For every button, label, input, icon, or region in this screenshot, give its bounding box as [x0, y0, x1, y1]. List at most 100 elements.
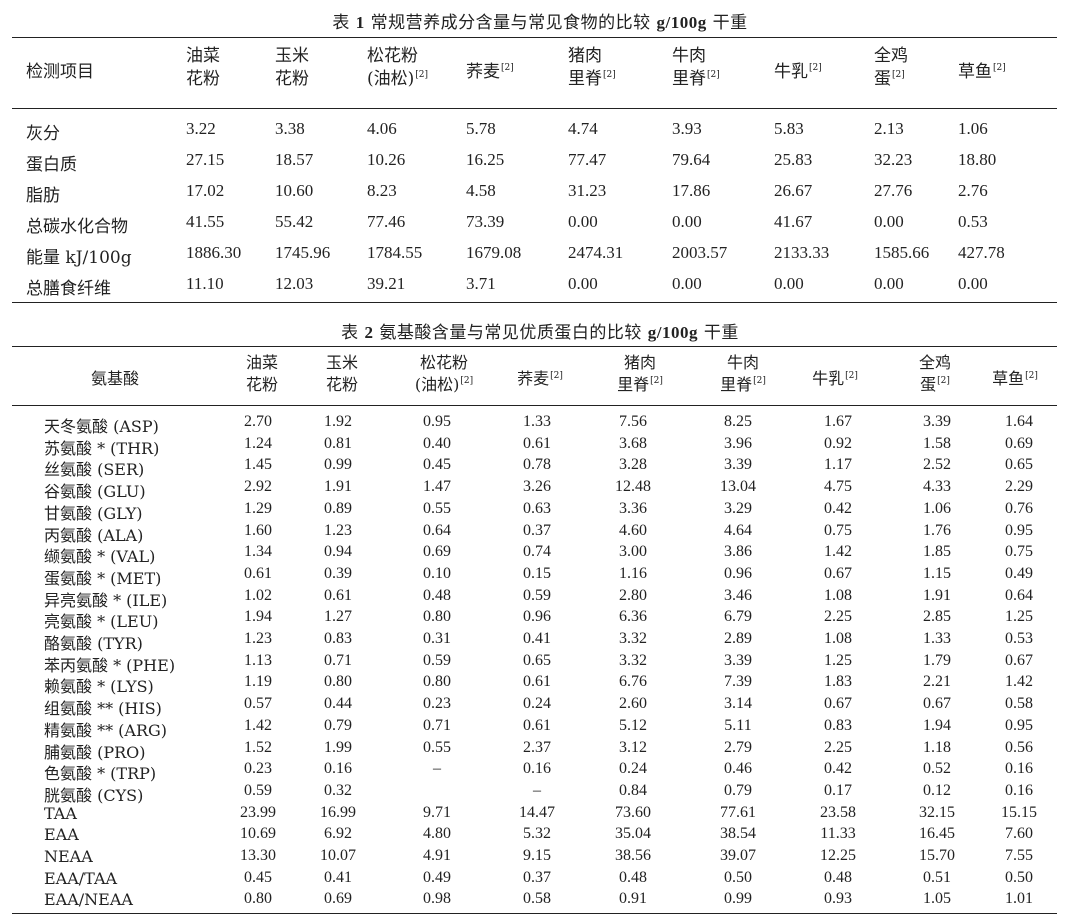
table2-cell: 3.32	[619, 630, 647, 647]
table2-header-2-line-0: 玉米	[325, 353, 358, 372]
table2-cell: 0.76	[1005, 500, 1033, 517]
table2-cell: 0.65	[523, 652, 551, 669]
table2-cell: 2.79	[724, 739, 752, 756]
table2-cell: 1.34	[244, 543, 272, 560]
table2-cell: 3.00	[619, 543, 647, 560]
table2-cell: 1.67	[824, 413, 852, 430]
table2-cell: 7.39	[724, 673, 752, 690]
table2-cell: 0.61	[523, 673, 551, 690]
table1-cell: 3.38	[275, 119, 305, 138]
table2-cell: 16.99	[320, 804, 356, 821]
table1-cell: 1886.30	[186, 243, 242, 262]
table2-cell: 0.98	[423, 890, 451, 907]
table2-cell: 6.92	[324, 825, 352, 842]
table2-cell: 4.64	[724, 522, 752, 539]
table1-header-8-reference: [2]	[892, 70, 905, 81]
table2-cell: 1.25	[1005, 608, 1033, 625]
table2-row-label: TAA	[44, 804, 77, 823]
table2-cell: 3.29	[724, 500, 752, 517]
table2-cell: 6.36	[619, 608, 647, 625]
table2-cell: 0.49	[423, 869, 451, 886]
table2-cell: 0.46	[724, 760, 752, 777]
table1-row-label: 能量 kJ/100g	[26, 248, 132, 268]
table2-cell: 0.55	[423, 500, 451, 517]
table2-cell: 0.63	[523, 500, 551, 517]
table2-cell: 23.58	[820, 804, 856, 821]
table2-cell: 3.96	[724, 435, 752, 452]
table2-cell: 1.15	[923, 565, 951, 582]
table1-cell: 4.58	[466, 181, 496, 200]
table1-cell: 73.39	[466, 212, 505, 231]
table2-cell: 3.28	[619, 456, 647, 473]
table2-header-5-reference: [2]	[650, 376, 663, 387]
table1-header-3-line-0: 松花粉	[367, 46, 418, 66]
table2-cell: 2.29	[1005, 478, 1033, 495]
table1-cell: 2003.57	[672, 243, 728, 262]
table2-cell: 1.17	[824, 456, 852, 473]
table2-row-label: EAA/NEAA	[44, 890, 133, 909]
table2-cell: 0.71	[423, 717, 451, 734]
table2-header-1: 油菜 花粉	[232, 352, 292, 395]
table2-header-5-line-1: 里脊[2]	[600, 374, 680, 396]
table2-caption: 表 2 氨基酸含量与常见优质蛋白的比较 g/100g 干重	[0, 318, 1080, 343]
table2-cell: 3.46	[724, 587, 752, 604]
table1-header-5-text: 里脊	[568, 68, 602, 89]
table1-header-5-reference: [2]	[603, 70, 616, 81]
table2-row-label: 苏氨酸 * (THR)	[44, 439, 160, 458]
table2-cell: 1.08	[824, 630, 852, 647]
table2-cell: 0.96	[724, 565, 752, 582]
table2-row-label: 赖氨酸 * (LYS)	[44, 677, 154, 696]
table2-cell: 1.83	[824, 673, 852, 690]
table2-cell: 3.68	[619, 435, 647, 452]
table1-header-3-line-1: (油松)[2]	[367, 68, 428, 91]
table2-cell: 0.59	[523, 587, 551, 604]
table2-cell: 0.91	[619, 890, 647, 907]
table1-cell: 32.23	[874, 150, 913, 169]
table1-cell: 0.00	[774, 274, 804, 293]
table2-cell: 35.04	[615, 825, 651, 842]
table2-cell: 1.85	[923, 543, 951, 560]
table2-header-7: 牛乳[2]	[800, 368, 870, 390]
table2-cell: 0.12	[923, 782, 951, 799]
table2-cell: 0.67	[824, 565, 852, 582]
table2-cell: –	[433, 760, 441, 777]
table1-cell: 17.02	[186, 181, 225, 200]
table1-cell: 0.00	[568, 274, 598, 293]
table2-cell: 0.23	[244, 760, 272, 777]
table2-cell: 1.94	[923, 717, 951, 734]
table2-cell: 0.50	[724, 869, 752, 886]
table2-cell: 10.69	[240, 825, 276, 842]
table1-header-7-line-0: 牛乳[2]	[774, 61, 822, 84]
table2-bottom-rule	[12, 913, 1057, 914]
table2-cell: 12.25	[820, 847, 856, 864]
table2-cell: 1.45	[244, 456, 272, 473]
table2-row-label: 组氨酸 ** (HIS)	[44, 699, 162, 718]
table2-row-label: EAA/TAA	[44, 869, 118, 888]
table2-cell: 1.42	[824, 543, 852, 560]
table2-cell: 1.52	[244, 739, 272, 756]
table1-header-2-line-1: 花粉	[275, 68, 309, 89]
table2-cell: 0.80	[324, 673, 352, 690]
table2-cell: 1.16	[619, 565, 647, 582]
table1-bottom-rule	[12, 302, 1057, 303]
table2-cell: 7.60	[1005, 825, 1033, 842]
table2-cell: 1.05	[923, 890, 951, 907]
table1-cell: 12.03	[275, 274, 314, 293]
table1-cell: 0.00	[672, 212, 702, 231]
table2-cell: 1.76	[923, 522, 951, 539]
table2-cell: 1.33	[923, 630, 951, 647]
table2-cell: 4.80	[423, 825, 451, 842]
table2-cell: 0.89	[324, 500, 352, 517]
table1-header-4-text: 荞麦	[466, 62, 500, 82]
table2-cell: 3.36	[619, 500, 647, 517]
table2-cell: 2.92	[244, 478, 272, 495]
table2-cell: 0.61	[244, 565, 272, 582]
table2-cell: 2.80	[619, 587, 647, 604]
table1-caption: 表 1 常规营养成分含量与常见食物的比较 g/100g 干重	[0, 8, 1080, 33]
table2-cell: 0.31	[423, 630, 451, 647]
table2-cell: 15.70	[919, 847, 955, 864]
table1-header-4: 荞麦[2]	[466, 61, 514, 84]
table2-header-4-reference: [2]	[550, 370, 563, 381]
table2-cell: 1.60	[244, 522, 272, 539]
table1-header-7-text: 牛乳	[774, 62, 808, 82]
